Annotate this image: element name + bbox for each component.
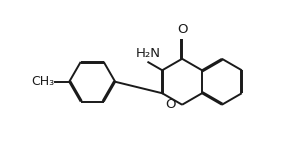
Text: O: O [166, 98, 176, 111]
Text: CH₃: CH₃ [31, 75, 54, 88]
Text: O: O [177, 23, 187, 36]
Text: H₂N: H₂N [136, 47, 161, 60]
